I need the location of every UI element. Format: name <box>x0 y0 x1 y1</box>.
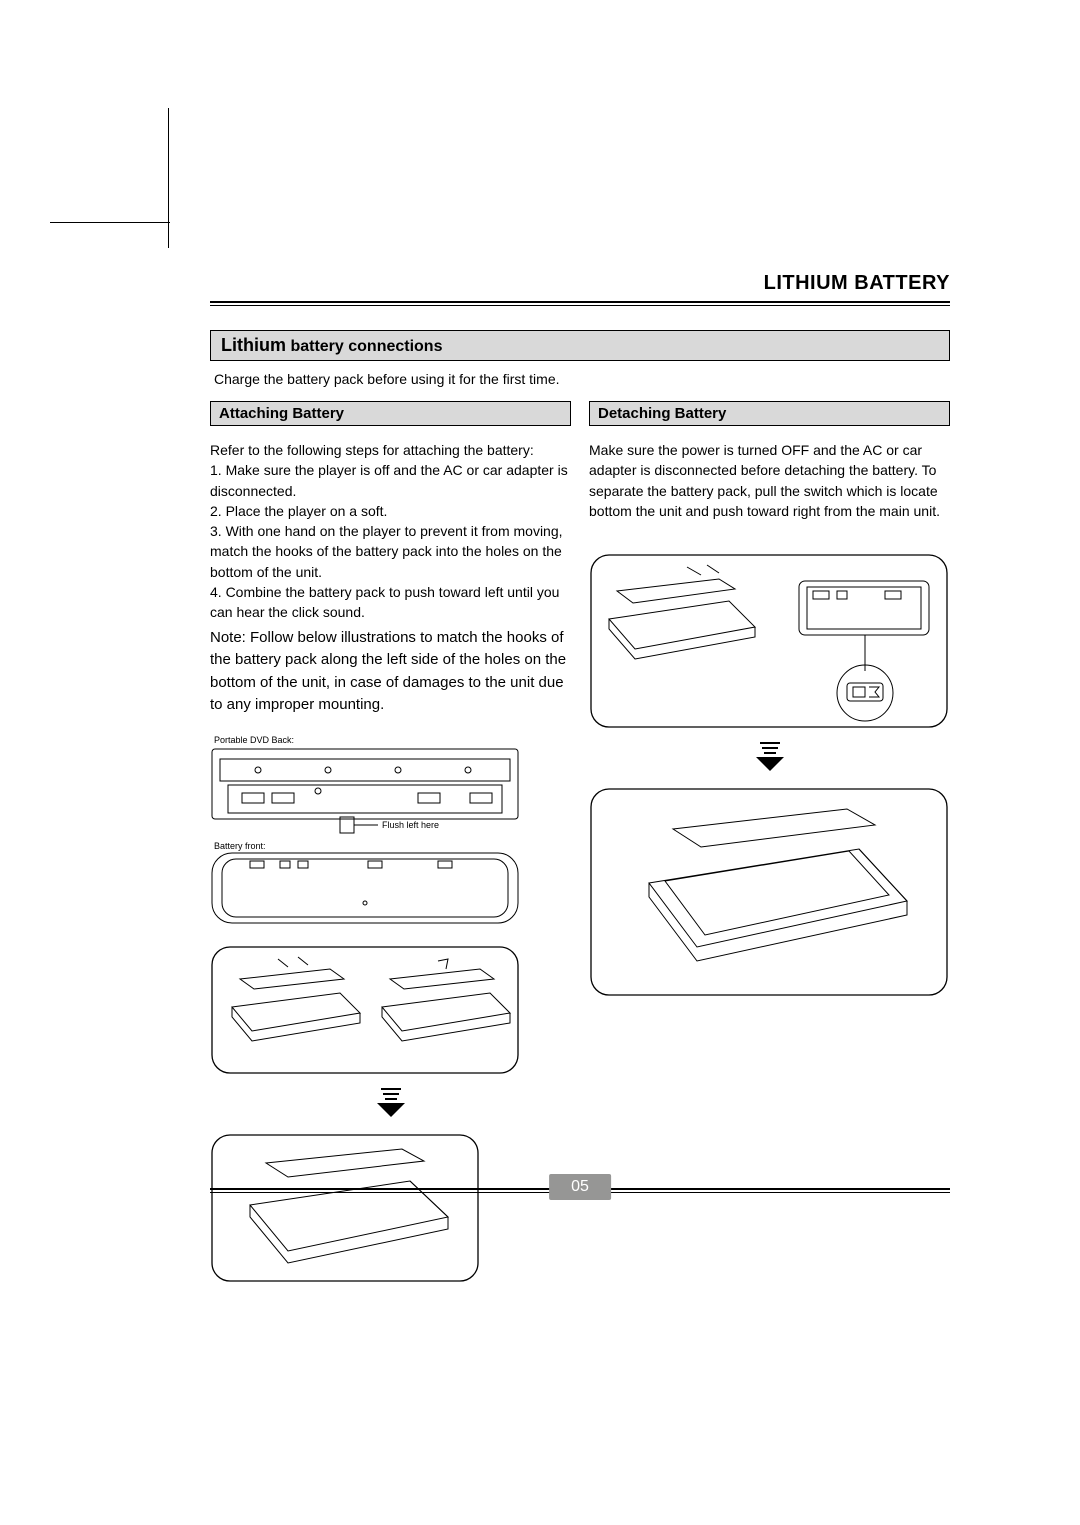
diagram-detach-bottom <box>589 787 950 997</box>
label-portable-dvd-back: Portable DVD Back: <box>214 735 294 745</box>
attach-note: Note: Follow below illustrations to matc… <box>210 627 571 717</box>
label-flush-left: Flush left here <box>382 820 439 830</box>
diagram-attach-steps <box>210 945 571 1075</box>
section-title-bold: Lithium <box>221 335 286 355</box>
detaching-heading: Detaching Battery <box>589 401 950 426</box>
arrow-down-icon <box>210 1085 571 1119</box>
attach-p4: 4. Combine the battery pack to push towa… <box>210 582 571 623</box>
left-column: Attaching Battery Refer to the following… <box>210 401 571 1293</box>
diagram-back-battery: Portable DVD Back: Flush left here <box>210 731 571 931</box>
page-footer: 05 <box>210 1188 950 1193</box>
attach-p2: 2. Place the player on a soft. <box>210 501 571 521</box>
page-header-title: LITHIUM BATTERY <box>210 272 950 295</box>
attach-p1: 1. Make sure the player is off and the A… <box>210 460 571 501</box>
attach-p3: 3. With one hand on the player to preven… <box>210 521 571 582</box>
page-content: LITHIUM BATTERY Lithium battery connecti… <box>210 272 950 1293</box>
crop-mark-horizontal <box>50 222 170 223</box>
two-column-layout: Attaching Battery Refer to the following… <box>210 401 950 1293</box>
page-number: 05 <box>549 1174 611 1200</box>
diagram-detach-top <box>589 553 950 729</box>
detach-p0: Make sure the power is turned OFF and th… <box>589 440 950 521</box>
detaching-text: Make sure the power is turned OFF and th… <box>589 440 950 521</box>
section-intro: Charge the battery pack before using it … <box>210 371 950 387</box>
header-rule <box>210 301 950 306</box>
label-battery-front: Battery front: <box>214 841 266 851</box>
right-column: Detaching Battery Make sure the power is… <box>589 401 950 1293</box>
attach-p0: Refer to the following steps for attachi… <box>210 440 571 460</box>
section-title-rest: battery connections <box>286 338 442 355</box>
crop-mark-vertical <box>168 108 169 248</box>
arrow-down-icon-2 <box>589 739 950 773</box>
attaching-text: Refer to the following steps for attachi… <box>210 440 571 717</box>
attaching-heading: Attaching Battery <box>210 401 571 426</box>
diagram-attached-result <box>210 1133 571 1283</box>
section-title-bar: Lithium battery connections <box>210 330 950 361</box>
